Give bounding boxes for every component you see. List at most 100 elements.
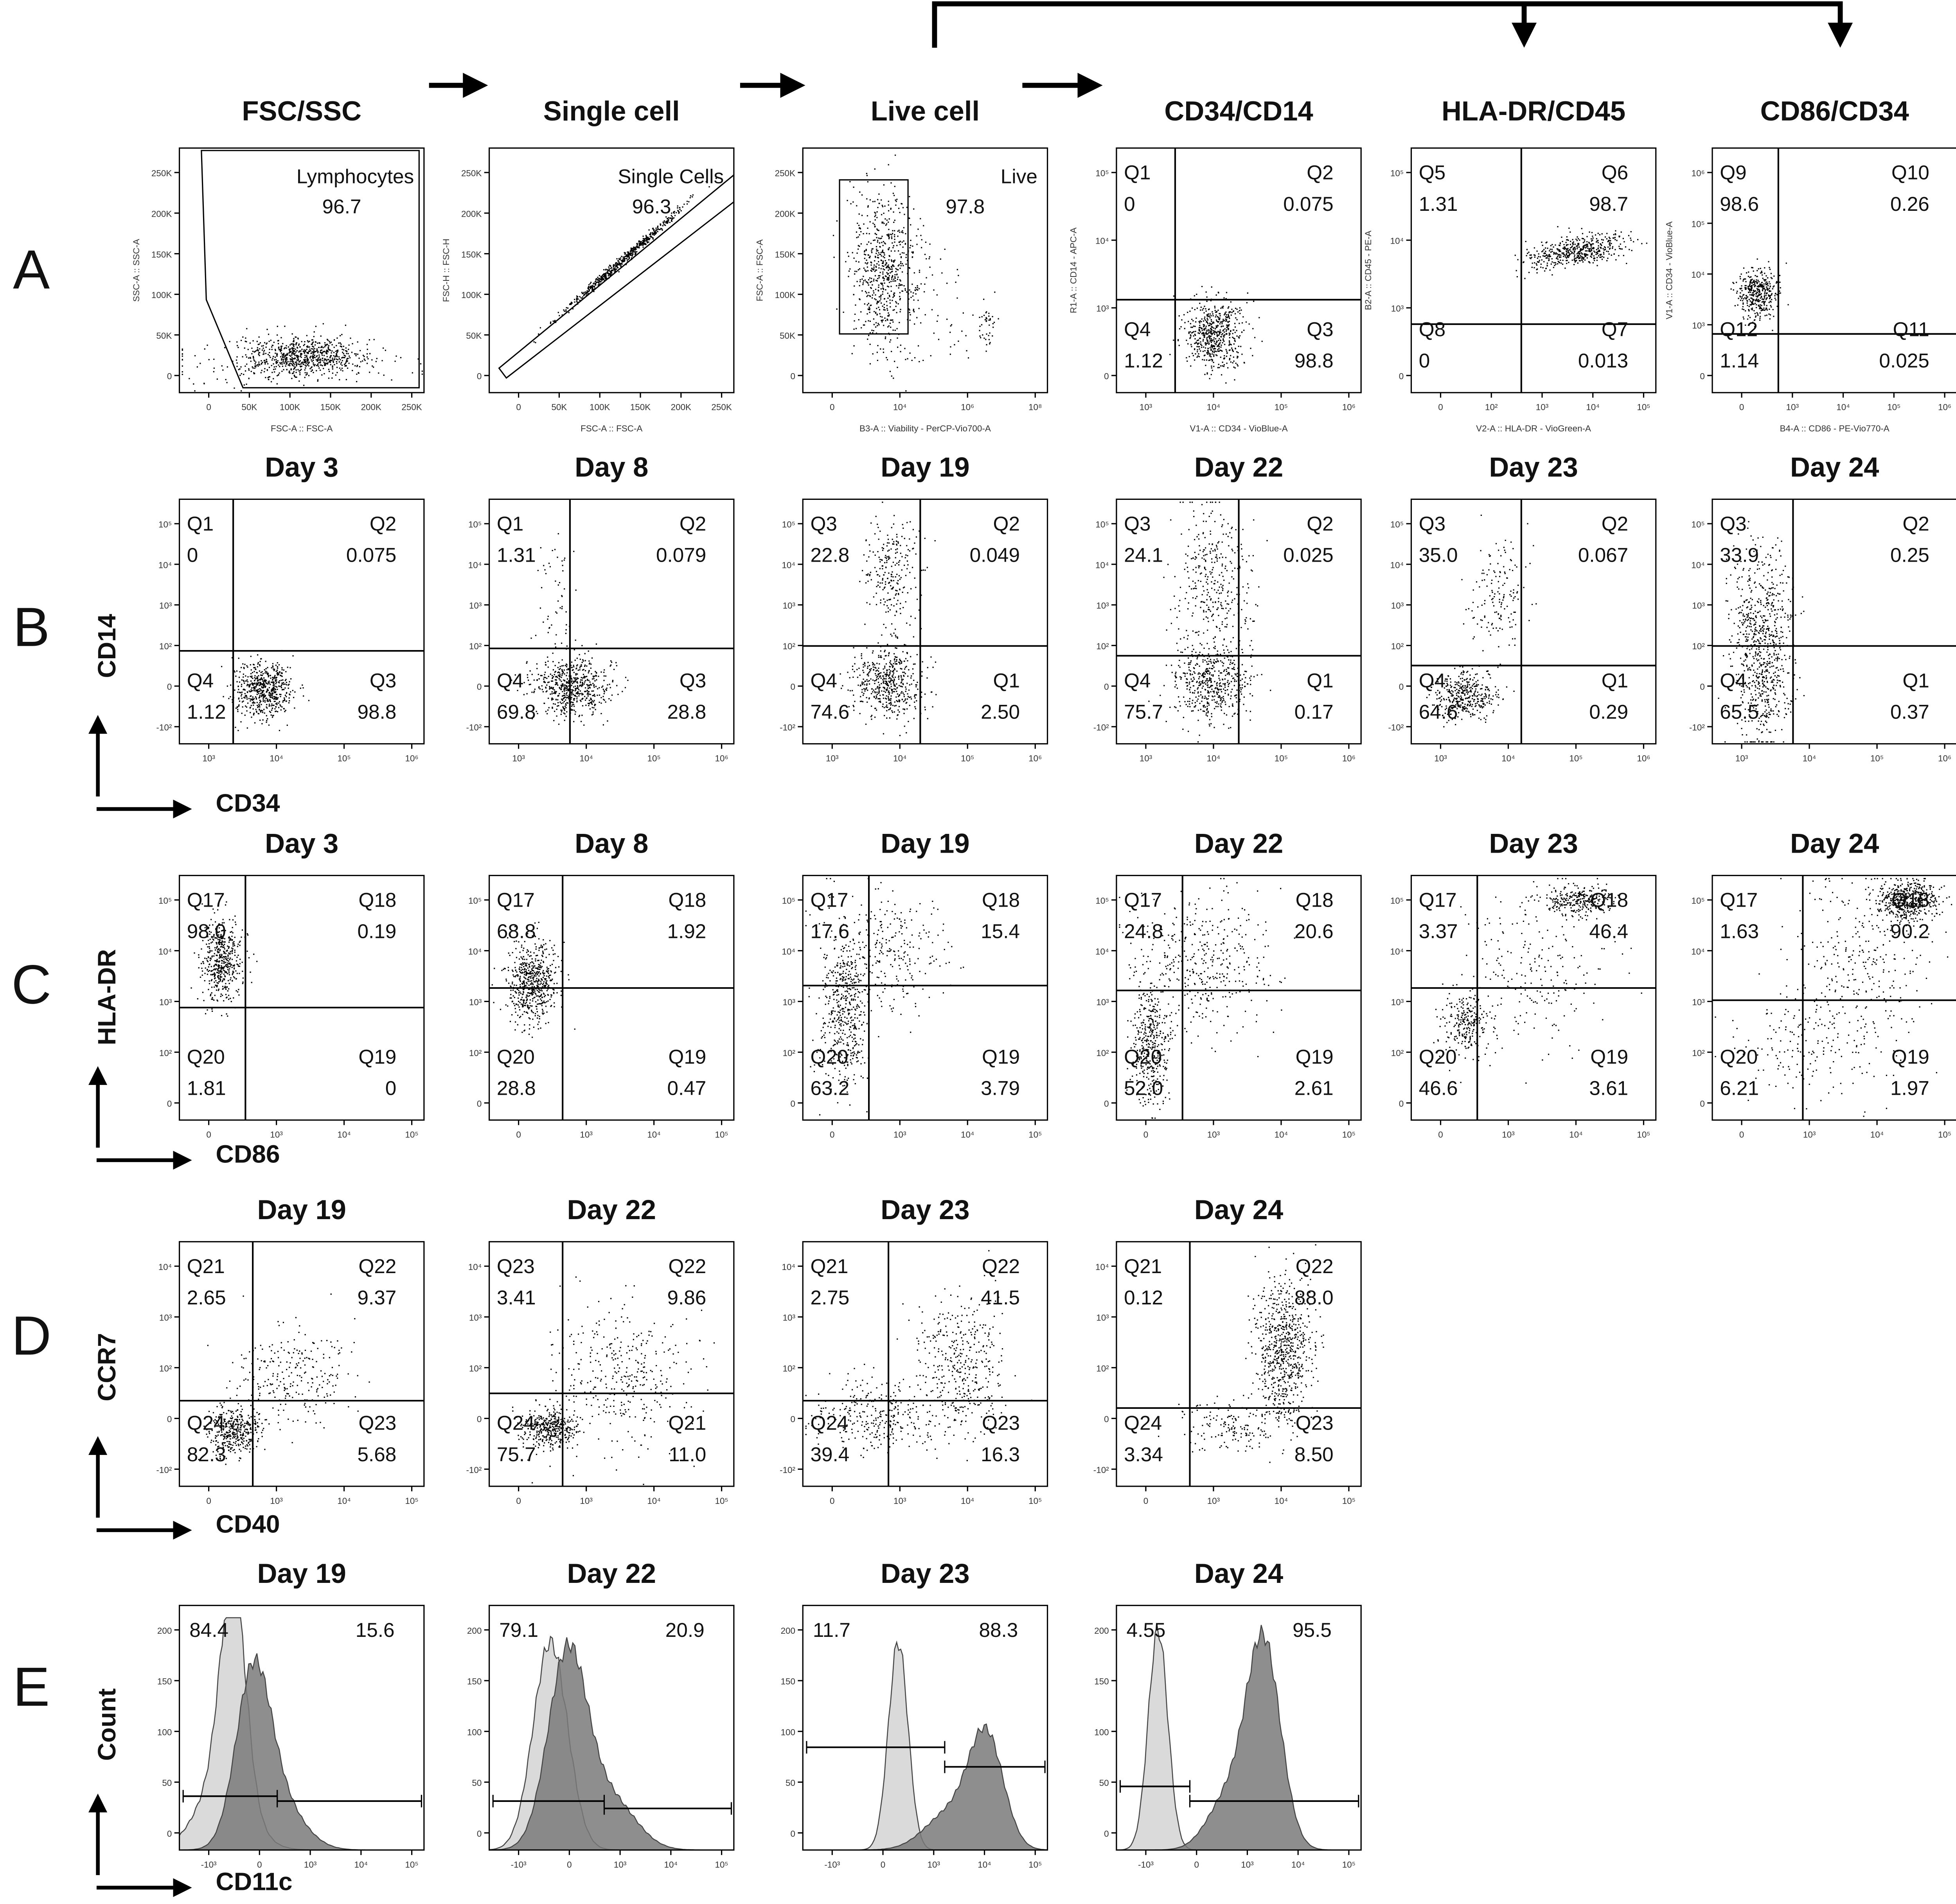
y-tick-label: 150 [1094,1677,1109,1687]
quadrant-name: Q21 [810,1255,848,1277]
gate [201,150,420,388]
quadrant-value: 1.63 [1720,920,1759,943]
quadrant-name: Q17 [810,889,848,911]
x-tick-label: 10³ [512,754,525,763]
plot-frame [1410,147,1657,393]
dots [1148,501,1271,743]
x-tick-label: 10⁴ [337,1130,351,1140]
quadrant-value: 22.8 [810,544,849,566]
gate-value: 15.6 [356,1619,395,1641]
axis-label: R1-A :: CD14 - APC-A [1068,227,1078,313]
y-tick-label: 10⁵ [158,896,172,906]
y-tick-label: 10² [1692,641,1705,651]
quadrant-name: Q4 [1124,318,1151,341]
quadrant-value: 46.4 [1589,920,1628,943]
quadrant-name: Q18 [1891,889,1929,911]
x-tick-label: -10³ [201,1860,217,1870]
y-tick-label: 10⁵ [1692,219,1705,229]
y-tick-label: -10² [1388,723,1404,733]
x-tick-label: 10⁶ [1938,402,1951,412]
x-tick-label: 10³ [270,1130,283,1140]
y-tick-label: 150K [151,250,172,259]
quadrant-name: Q24 [1124,1412,1162,1434]
quadrant-name: Q17 [1124,889,1162,911]
x-tick-label: 10⁴ [1569,1130,1583,1140]
y-tick-label: 0 [1399,372,1404,381]
quadrant-name: Q2 [1902,513,1929,535]
plot-frame [488,1241,735,1487]
x-tick-label: 10³ [1207,1130,1220,1140]
panel-title: Day 22 [567,1558,656,1589]
quadrant-value: 0.12 [1124,1286,1163,1309]
plot-frame [802,147,1048,393]
x-tick-label: 10⁴ [978,1860,991,1870]
y-tick-label: 0 [1700,682,1704,692]
x-tick-label: 10⁵ [715,1860,728,1870]
dots [1119,878,1295,1119]
quadrant-name: Q11 [1893,318,1929,341]
quadrant-name: Q3 [1124,513,1151,535]
x-tick-label: 10³ [826,754,839,763]
x-tick-label: 10³ [202,754,215,763]
y-tick-label: -10² [780,1465,795,1475]
quadrant-value: 9.86 [667,1286,706,1309]
x-tick-label: 10⁵ [1028,1130,1042,1140]
x-tick-label: 10³ [1207,1496,1220,1506]
quadrant-value: 52.0 [1124,1077,1163,1099]
y-tick-label: 10⁴ [158,560,172,570]
y-tick-label: 10⁵ [1390,520,1404,530]
quadrant-value: 20.6 [1294,920,1334,943]
y-tick-label: 10⁴ [1095,236,1109,246]
quadrant-name: Q23 [1296,1412,1334,1434]
y-tick-label: 150 [467,1677,482,1687]
panel-title: Day 22 [567,1194,656,1225]
y-tick-label: 10⁵ [782,896,795,906]
quadrant-value: 1.92 [667,920,706,943]
plot-frame [1116,147,1362,393]
plot-frame [802,1241,1048,1487]
y-tick-label: 250K [461,169,482,178]
y-tick-label: 50 [472,1778,482,1788]
quadrant-value: 0.013 [1578,350,1628,372]
y-tick-label: 0 [1399,682,1404,692]
gate [839,179,909,335]
quadrant-name: Q4 [1720,669,1746,692]
quadrant-value: 3.34 [1124,1443,1163,1466]
axis-title: HLA-DR [93,949,121,1045]
y-tick-label: 10³ [783,997,796,1007]
plot-frame [178,498,425,745]
panel-title: Day 23 [881,1558,969,1589]
x-tick-label: 10⁵ [1637,1130,1650,1140]
quadrant-name: Q20 [810,1045,848,1068]
plot-frame [1410,498,1657,745]
x-tick-label: 10⁶ [1028,754,1042,763]
y-tick-label: 10³ [469,601,482,611]
x-tick-label: 0 [881,1860,885,1870]
axis-title: CD14 [93,614,121,678]
quadrant-value: 68.8 [497,920,536,943]
quadrant-value: 28.8 [667,701,706,723]
y-tick-label: 10² [783,1048,796,1058]
quadrant-value: 0.25 [1890,544,1929,566]
y-tick-label: 10² [159,641,172,651]
quadrant-value: 3.61 [1589,1077,1628,1099]
quadrant-value: 6.21 [1720,1077,1759,1099]
x-tick-label: 10⁴ [1836,402,1850,412]
x-tick-label: 0 [206,1496,211,1506]
y-tick-label: 200 [1094,1626,1109,1636]
y-tick-label: 10⁵ [1095,896,1109,906]
panel-title: Day 3 [265,828,338,859]
x-tick-label: 10³ [614,1860,627,1870]
quadrant-value: 0.29 [1589,701,1628,723]
panel-title: Day 19 [257,1194,346,1225]
y-tick-label: 100K [151,290,172,300]
dots [182,323,423,392]
x-tick-label: 10⁴ [1803,754,1816,763]
y-tick-label: 10⁴ [782,947,795,956]
y-tick-label: 0 [791,682,795,692]
x-tick-label: 10³ [1502,1130,1515,1140]
x-tick-label: 10⁵ [1938,1130,1951,1140]
quadrant-name: Q12 [1720,318,1758,341]
y-tick-label: 10³ [783,601,796,611]
